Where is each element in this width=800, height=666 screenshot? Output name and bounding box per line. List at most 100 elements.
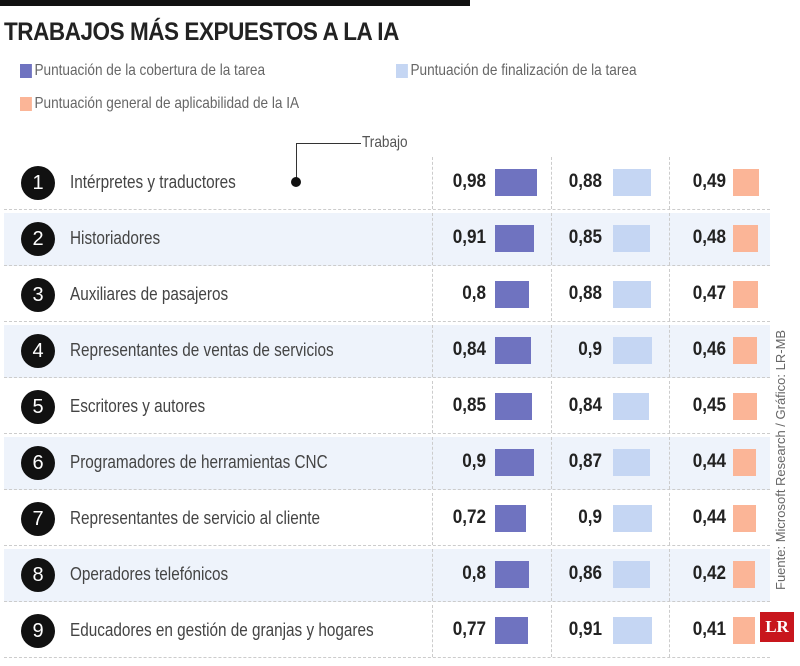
bar-fin (613, 393, 650, 420)
legend-label: Puntuación de finalización de la tarea (410, 62, 637, 79)
column-divider (432, 325, 433, 377)
rank-badge: 1 (21, 166, 55, 200)
source-note: Fuente: Microsoft Research / Gráfico: LR… (773, 329, 788, 590)
rank-badge: 6 (21, 446, 55, 480)
bar-fin (613, 281, 651, 308)
job-label: Auxiliares de pasajeros (70, 284, 229, 304)
legend-item-completion: Puntuación de finalización de la tarea (396, 62, 637, 80)
column-divider (551, 157, 552, 209)
job-label: Programadores de herramientas CNC (70, 452, 328, 472)
value-label-cov: 0,9 (462, 451, 486, 472)
column-divider (551, 381, 552, 433)
bar-cov (495, 505, 526, 532)
value-label-cov: 0,77 (452, 619, 486, 640)
table-row: 2 Historiadores 0,91 0,85 0,48 (4, 213, 770, 266)
job-label: Representantes de servicio al cliente (70, 508, 321, 528)
column-divider (551, 325, 552, 377)
value-label-fin: 0,88 (568, 283, 602, 304)
bar-cov (495, 169, 538, 196)
column-divider (551, 269, 552, 321)
bar-cov (495, 225, 535, 252)
rank-badge: 8 (21, 558, 55, 592)
value-label-app: 0,45 (692, 395, 726, 416)
table-row: 5 Escritores y autores 0,85 0,84 0,45 (4, 381, 770, 434)
legend-swatch (20, 97, 32, 111)
value-label-cov: 0,98 (452, 171, 486, 192)
value-label-fin: 0,9 (578, 339, 602, 360)
job-label: Historiadores (70, 228, 161, 248)
value-label-cov: 0,72 (452, 507, 486, 528)
value-label-cov: 0,8 (462, 283, 486, 304)
column-divider (551, 549, 552, 601)
bar-cov (495, 337, 532, 364)
column-divider (432, 213, 433, 265)
value-label-cov: 0,85 (452, 395, 486, 416)
rank-badge: 7 (21, 502, 55, 536)
job-label: Educadores en gestión de granjas y hogar… (70, 620, 374, 640)
bar-cov (495, 617, 529, 644)
column-divider (551, 605, 552, 657)
table-row: 7 Representantes de servicio al cliente 0,… (4, 493, 770, 546)
lr-logo: LR (760, 612, 794, 642)
column-divider (432, 605, 433, 657)
value-label-fin: 0,9 (578, 507, 602, 528)
column-divider (669, 549, 670, 601)
table-row: 3 Auxiliares de pasajeros 0,8 0,88 0,47 (4, 269, 770, 322)
bar-app (733, 281, 758, 308)
bar-app (733, 169, 759, 196)
column-divider (669, 269, 670, 321)
bar-cov (495, 449, 534, 476)
callout-dot (291, 177, 301, 187)
legend-swatch (20, 64, 32, 78)
bar-app (733, 505, 757, 532)
rank-badge: 2 (21, 222, 55, 256)
bar-app (733, 561, 756, 588)
legend-label: Puntuación de la cobertura de la tarea (34, 62, 266, 79)
column-divider (669, 493, 670, 545)
rank-badge: 5 (21, 390, 55, 424)
table-row: 9 Educadores en gestión de granjas y hoga… (4, 605, 770, 658)
value-label-cov: 0,8 (462, 563, 486, 584)
column-divider (551, 437, 552, 489)
table-row: 1 Intérpretes y traductores 0,98 0,88 0,49 (4, 157, 770, 210)
value-label-app: 0,48 (692, 227, 726, 248)
column-divider (669, 437, 670, 489)
bar-app (733, 449, 757, 476)
column-divider (432, 157, 433, 209)
bar-app (733, 617, 755, 644)
rank-badge: 3 (21, 278, 55, 312)
bar-fin (613, 561, 650, 588)
legend-item-coverage: Puntuación de la cobertura de la tarea (20, 62, 265, 80)
value-label-fin: 0,87 (568, 451, 602, 472)
column-divider (551, 493, 552, 545)
bar-fin (613, 449, 651, 476)
column-divider (669, 325, 670, 377)
value-label-cov: 0,91 (452, 227, 486, 248)
value-label-app: 0,47 (692, 283, 726, 304)
bar-cov (495, 393, 532, 420)
value-label-app: 0,49 (692, 171, 726, 192)
table-row: 8 Operadores telefónicos 0,8 0,86 0,42 (4, 549, 770, 602)
column-divider (432, 381, 433, 433)
job-label: Intérpretes y traductores (70, 172, 236, 192)
value-label-app: 0,46 (692, 339, 726, 360)
legend-item-applicability: Puntuación general de aplicabilidad de l… (20, 95, 299, 113)
value-label-app: 0,44 (692, 451, 726, 472)
bar-fin (613, 617, 653, 644)
chart-title: TRABAJOS MÁS EXPUESTOS A LA IA (4, 18, 399, 46)
callout-line (296, 143, 361, 180)
job-label: Escritores y autores (70, 396, 206, 416)
rank-badge: 4 (21, 334, 55, 368)
bar-cov (495, 281, 530, 308)
bar-app (733, 337, 758, 364)
value-label-fin: 0,85 (568, 227, 602, 248)
value-label-fin: 0,88 (568, 171, 602, 192)
column-divider (432, 493, 433, 545)
column-divider (432, 549, 433, 601)
bar-fin (613, 505, 652, 532)
callout-label: Trabajo (362, 134, 408, 151)
column-divider (432, 437, 433, 489)
column-divider (669, 381, 670, 433)
column-divider (669, 157, 670, 209)
value-label-fin: 0,84 (568, 395, 602, 416)
